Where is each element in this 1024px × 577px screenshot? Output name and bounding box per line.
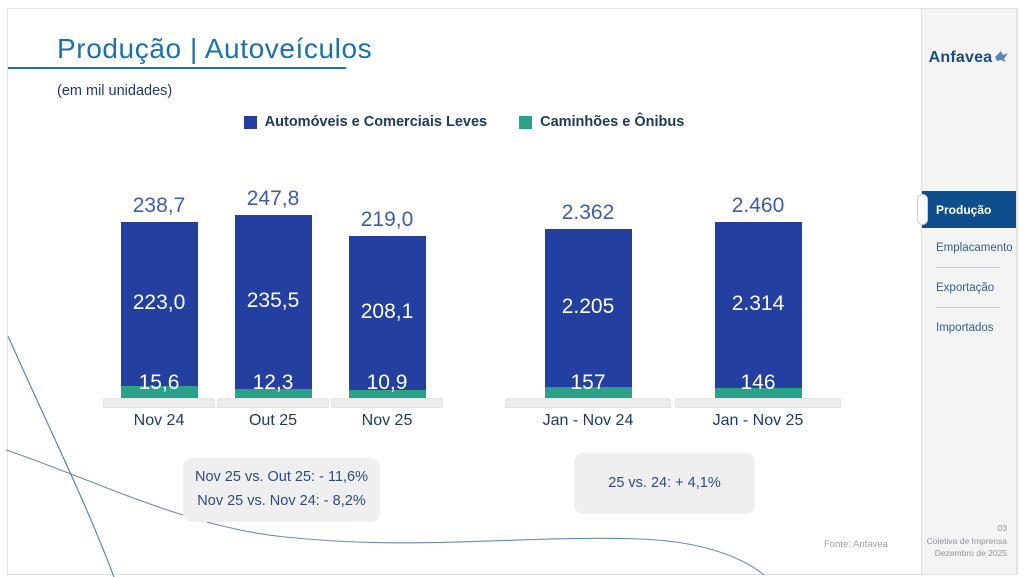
bar-segment-trucks — [120, 386, 198, 398]
bar-value-trucks: 157 — [570, 371, 606, 394]
bar-Jan - Nov 25 — [714, 222, 802, 398]
sidebar-item-label: Emplacamento — [936, 241, 1013, 254]
bar-value-autos: 235,5 — [246, 289, 300, 312]
bar-segment-trucks — [714, 388, 802, 398]
bar-value-autos: 2.314 — [731, 292, 785, 315]
anfavea-bird-icon — [995, 51, 1009, 62]
bar-Nov 24 — [120, 222, 198, 398]
axis-platform — [331, 398, 443, 408]
legend-item-autos: Automóveis e Comerciais Leves — [243, 114, 488, 130]
bar-value-trucks: 12,3 — [252, 371, 294, 394]
axis-platform — [217, 398, 329, 408]
sidebar-item-importados[interactable]: Importados — [922, 308, 1016, 347]
bar-value-trucks: 146 — [740, 371, 776, 394]
bar-total-label: 2.362 — [561, 201, 615, 224]
legend-label: Caminhões e Ônibus — [540, 114, 685, 130]
bar-value-trucks: 15,6 — [138, 371, 180, 394]
chart-legend: Automóveis e Comerciais Leves Caminhões … — [8, 114, 920, 130]
slide-footer: 03 Coletiva de Imprensa Dezembro de 2025 — [927, 522, 1007, 560]
legend-swatch-blue-icon — [243, 115, 257, 129]
active-indicator-pill — [917, 194, 928, 225]
annotation-box-ytd: 25 vs. 24: + 4,1% — [574, 453, 755, 514]
bar-total-label: 2.460 — [731, 194, 785, 217]
bar-segment-trucks — [348, 390, 426, 398]
bar-value-autos: 2.205 — [561, 295, 615, 318]
bar-value-autos: 208,1 — [360, 300, 414, 323]
category-label: Jan - Nov 24 — [542, 412, 634, 429]
legend-item-trucks: Caminhões e Ônibus — [519, 114, 684, 130]
bar-total-label: 219,0 — [360, 208, 414, 231]
bar-Jan - Nov 24 — [544, 229, 632, 398]
axis-platform — [675, 398, 841, 408]
bar-total-label: 247,8 — [246, 187, 300, 210]
bar-value-trucks: 10,9 — [366, 371, 408, 394]
category-label: Nov 25 — [361, 412, 413, 429]
bar-segment-trucks — [544, 387, 632, 398]
nav-separator — [936, 267, 1000, 268]
sidebar-item-exportacao[interactable]: Exportação — [922, 268, 1016, 307]
annotation-line: Nov 25 vs. Out 25: - 11,6% — [194, 469, 368, 486]
sidebar-item-label: Importados — [936, 321, 994, 334]
sidebar: Anfavea Produção Emplacamento Exportação… — [917, 8, 1017, 575]
category-label: Jan - Nov 25 — [712, 412, 804, 429]
axis-platform — [103, 398, 215, 408]
axis-platform — [505, 398, 671, 408]
nav-separator — [936, 307, 1000, 308]
sidebar-nav: Produção Emplacamento Exportação Importa… — [917, 191, 1016, 347]
bar-total-label: 238,7 — [132, 194, 186, 217]
anfavea-logo-text: Anfavea — [928, 49, 993, 66]
page-number: 03 — [997, 522, 1007, 533]
category-label: Nov 24 — [133, 412, 185, 429]
title-underline — [8, 67, 346, 69]
sidebar-item-label: Produção — [936, 202, 992, 217]
sidebar-item-label: Exportação — [936, 281, 995, 294]
annotation-box-monthly: Nov 25 vs. Out 25: - 11,6% Nov 25 vs. No… — [183, 458, 380, 522]
category-label: Out 25 — [248, 412, 298, 429]
bar-segment-trucks — [234, 389, 312, 398]
page-title: Produção | Autoveículos — [57, 33, 373, 64]
bar-Nov 25 — [348, 236, 426, 398]
legend-swatch-teal-icon — [519, 115, 533, 129]
annotation-line: Nov 25 vs. Nov 24: - 8,2% — [197, 493, 366, 509]
sidebar-item-producao[interactable]: Produção — [917, 191, 1016, 228]
annotation-line: 25 vs. 24: + 4,1% — [608, 474, 721, 491]
legend-label: Automóveis e Comerciais Leves — [264, 114, 488, 130]
sidebar-item-emplacamento[interactable]: Emplacamento — [922, 228, 1016, 267]
bar-value-autos: 223,0 — [132, 291, 186, 314]
unit-subtitle: (em mil unidades) — [57, 83, 173, 99]
footer-line: Dezembro de 2025 — [934, 548, 1007, 559]
anfavea-logo: Anfavea — [922, 49, 1016, 67]
bar-Out 25 — [234, 215, 312, 398]
source-note: Fonte: Anfavea — [824, 539, 888, 550]
footer-line: Coletiva de Imprensa — [926, 535, 1007, 546]
